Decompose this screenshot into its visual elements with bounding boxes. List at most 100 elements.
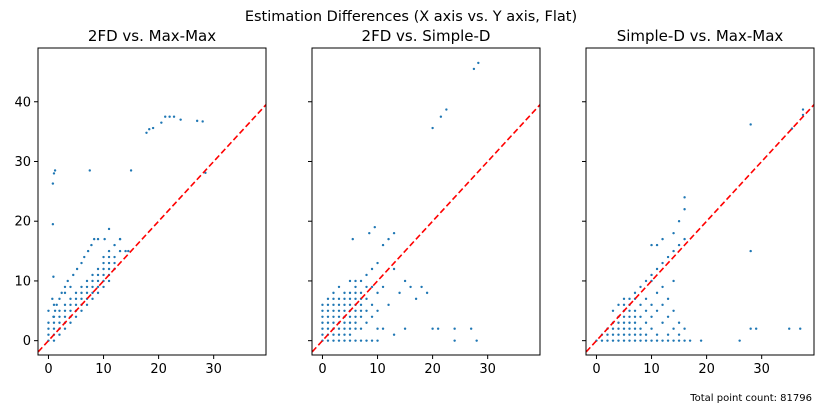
data-point: [107, 261, 111, 265]
x-tick-label: 20: [698, 362, 715, 377]
axes-frame: [311, 47, 541, 356]
data-point: [80, 297, 83, 301]
scatter-points: [321, 61, 480, 342]
data-point: [650, 315, 653, 318]
total-point-count-note: Total point count: 81796: [689, 393, 812, 404]
data-point: [677, 243, 681, 247]
data-point: [52, 339, 56, 342]
data-point: [398, 291, 401, 295]
data-point: [365, 273, 368, 277]
data-point: [337, 303, 341, 307]
data-point: [85, 291, 89, 295]
x-tick-label: 0: [44, 362, 52, 377]
data-point: [58, 321, 61, 324]
data-point: [348, 297, 352, 301]
data-point: [91, 291, 94, 295]
data-point: [672, 327, 675, 330]
y-tick-label: 30: [14, 155, 31, 170]
data-point: [628, 297, 631, 301]
subplot-2fd-vs-max-max: 2FD vs. Max-Max 0 10 20 30 0 10 20 30 40: [14, 27, 267, 377]
data-point: [622, 303, 626, 307]
data-point: [337, 297, 341, 301]
data-point: [359, 303, 363, 307]
data-point: [160, 121, 163, 124]
data-point: [332, 315, 335, 318]
data-point: [168, 115, 171, 118]
data-point: [113, 243, 116, 247]
data-point: [376, 309, 379, 312]
data-point: [644, 321, 648, 324]
data-point: [425, 291, 429, 295]
data-point: [47, 327, 50, 330]
data-point: [321, 333, 324, 336]
data-point: [91, 285, 94, 289]
axes-frame: [585, 47, 815, 356]
data-point: [326, 315, 330, 318]
data-point: [348, 291, 352, 295]
data-point: [639, 315, 642, 318]
data-point: [354, 285, 357, 289]
data-point: [365, 297, 368, 301]
data-point: [376, 261, 379, 265]
subplot-2fd-vs-simple-d: 2FD vs. Simple-D 0 10 20 30: [308, 27, 541, 377]
data-point: [80, 291, 83, 295]
data-point: [179, 118, 182, 121]
data-point: [63, 309, 67, 312]
data-point: [672, 279, 675, 283]
data-point: [343, 339, 346, 342]
data-point: [359, 279, 363, 283]
data-point: [69, 297, 72, 301]
scatter-points: [595, 108, 805, 342]
data-point: [332, 297, 335, 301]
data-point: [145, 131, 148, 135]
data-point: [655, 291, 659, 295]
data-point: [53, 169, 57, 172]
data-point: [677, 339, 681, 342]
data-point: [666, 297, 670, 301]
data-point: [677, 321, 681, 324]
data-point: [69, 321, 72, 324]
data-point: [118, 249, 122, 253]
data-point: [633, 315, 637, 318]
data-point: [63, 327, 67, 330]
data-point: [113, 261, 116, 265]
data-point: [47, 309, 50, 312]
subplot-title: 2FD vs. Max-Max: [88, 27, 216, 45]
data-point: [672, 249, 675, 253]
data-point: [370, 285, 374, 289]
data-point: [326, 297, 330, 301]
data-point: [622, 339, 626, 342]
data-point: [359, 327, 363, 330]
reference-diagonal-line: [586, 103, 814, 354]
data-point: [103, 237, 106, 241]
data-point: [622, 321, 626, 324]
data-point: [172, 115, 176, 118]
data-point: [376, 327, 379, 330]
data-point: [337, 333, 341, 336]
subplot-title: 2FD vs. Simple-D: [362, 27, 491, 45]
data-point: [431, 126, 434, 130]
data-point: [644, 339, 648, 342]
data-point: [639, 327, 642, 330]
data-point: [666, 255, 670, 259]
data-point: [683, 208, 686, 211]
data-point: [102, 285, 105, 289]
data-point: [677, 220, 681, 223]
data-point: [107, 255, 111, 259]
data-point: [348, 321, 352, 324]
data-point: [51, 182, 55, 185]
data-point: [606, 333, 609, 336]
data-point: [754, 327, 758, 330]
data-point: [321, 303, 324, 307]
data-point: [633, 321, 637, 324]
data-point: [354, 321, 357, 324]
data-point: [90, 243, 93, 247]
data-point: [107, 267, 111, 271]
data-point: [749, 123, 752, 126]
data-point: [63, 303, 67, 307]
data-point: [58, 297, 61, 301]
data-point: [617, 321, 620, 324]
data-point: [354, 315, 357, 318]
data-point: [102, 255, 105, 259]
data-point: [611, 327, 615, 330]
